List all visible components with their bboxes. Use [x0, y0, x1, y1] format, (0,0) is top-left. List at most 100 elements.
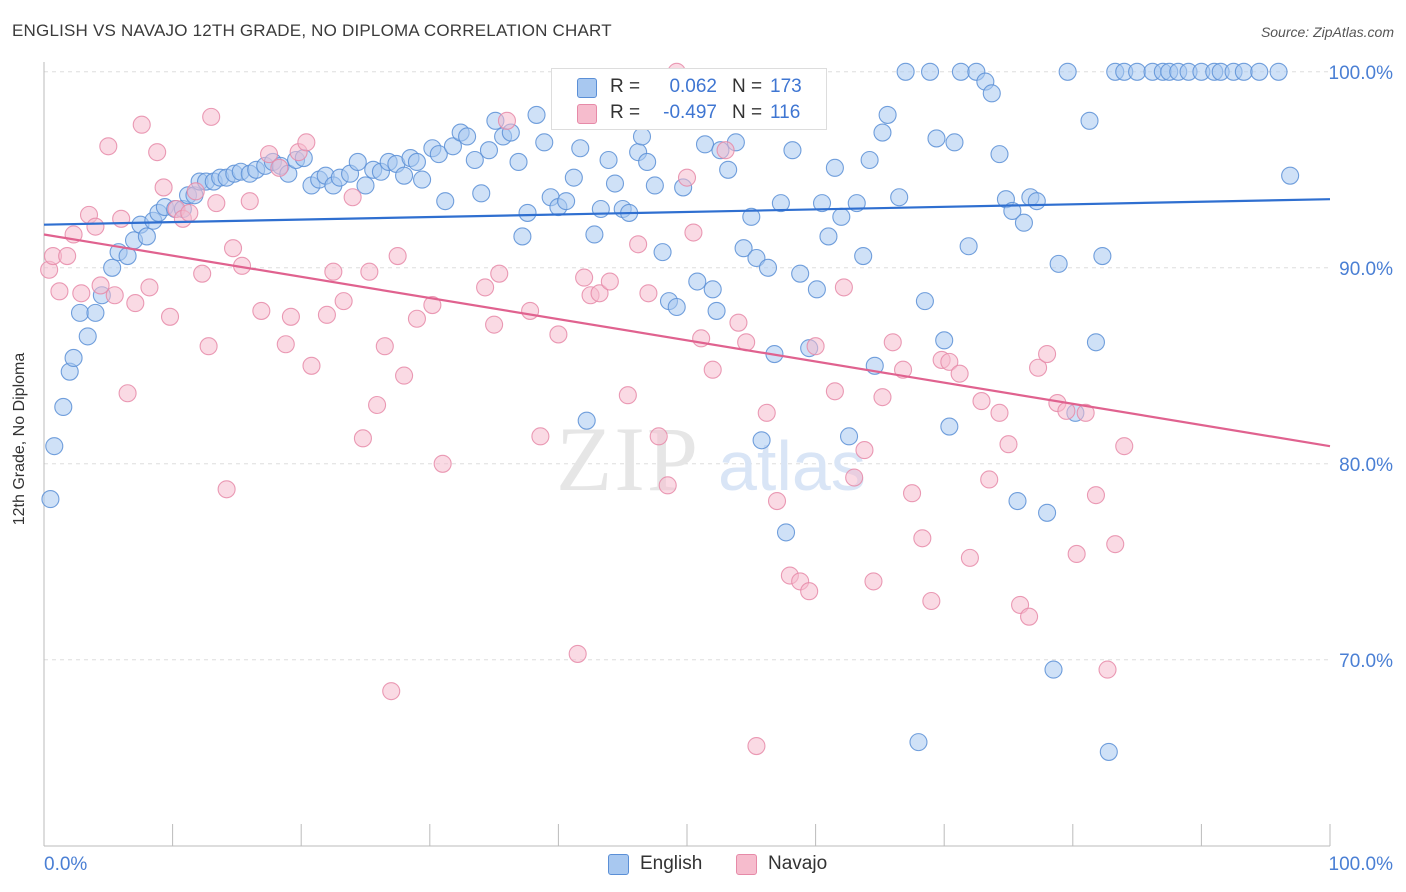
english-point: [1003, 201, 1022, 221]
navajo-point: [395, 366, 414, 385]
navajo-point: [1098, 660, 1117, 679]
navajo-point: [950, 364, 969, 383]
watermark-zip: ZIP: [556, 408, 700, 510]
english-point: [86, 303, 105, 322]
navajo-point: [902, 484, 922, 503]
english-point: [791, 264, 810, 283]
navajo-point: [940, 352, 959, 371]
english-point: [959, 237, 978, 256]
navajo-swatch: [577, 104, 597, 124]
english-point: [819, 227, 838, 246]
english-point: [1027, 192, 1046, 211]
english-point: [605, 174, 625, 193]
english-point: [535, 133, 554, 152]
english-point: [703, 280, 722, 299]
x-tick-label-max: 100.0%: [1329, 854, 1394, 875]
english-point: [909, 733, 928, 752]
navajo-point: [217, 480, 236, 499]
navajo-point: [86, 217, 105, 236]
english-point: [758, 258, 778, 277]
r-label: R =: [610, 102, 641, 123]
navajo-point: [375, 337, 394, 356]
english-point: [1269, 62, 1288, 81]
y-tick-label: 90.0%: [1339, 259, 1393, 280]
navajo-point: [1057, 401, 1076, 420]
english-point: [527, 105, 546, 124]
r-value: -0.497: [663, 102, 717, 123]
navajo-point: [317, 305, 336, 324]
english-point: [70, 303, 90, 322]
english-point: [1099, 742, 1118, 761]
english-point: [1014, 213, 1033, 232]
english-point: [982, 84, 1001, 103]
english-point: [734, 239, 753, 258]
y-tick-label: 80.0%: [1339, 455, 1393, 476]
english-point: [1008, 491, 1027, 511]
navajo-point: [259, 145, 279, 164]
navajo-point: [485, 315, 504, 334]
navajo-point: [800, 582, 819, 601]
navajo-point: [160, 307, 180, 326]
legend-label-navajo: Navajo: [768, 853, 828, 874]
navajo-point: [972, 392, 991, 411]
navajo-point: [658, 476, 677, 495]
english-point: [577, 411, 596, 430]
navajo-point: [240, 192, 259, 211]
navajo-point: [703, 360, 722, 379]
n-label: N =: [732, 76, 763, 97]
navajo-point: [590, 284, 609, 303]
navajo-point: [600, 272, 619, 291]
navajo-point: [834, 278, 853, 297]
navajo-point: [677, 168, 697, 187]
navajo-point: [302, 356, 321, 375]
navajo-point: [990, 403, 1009, 422]
english-point: [873, 123, 892, 142]
navajo-legend-swatch: [736, 854, 757, 875]
english-point: [771, 194, 790, 213]
navajo-point: [864, 572, 883, 591]
navajo-point: [1029, 358, 1048, 377]
navajo-point: [186, 182, 205, 201]
navajo-point: [99, 137, 118, 156]
navajo-point: [893, 360, 913, 379]
english-point: [645, 176, 664, 195]
english-point: [1058, 62, 1077, 81]
english-point: [783, 141, 802, 160]
english-point: [776, 523, 796, 542]
english-point: [940, 417, 959, 436]
navajo-point: [549, 325, 568, 344]
navajo-point: [568, 644, 587, 663]
english-point: [1128, 62, 1147, 81]
english-point: [990, 145, 1009, 164]
english-point: [103, 258, 122, 277]
navajo-point: [1067, 544, 1086, 564]
navajo-point: [433, 454, 452, 473]
navajo-point: [423, 295, 442, 315]
chart-title: ENGLISH VS NAVAJO 12TH GRADE, NO DIPLOMA…: [12, 21, 612, 40]
english-point: [638, 152, 657, 172]
navajo-point: [223, 239, 243, 258]
english-point: [695, 135, 715, 154]
navajo-point: [1115, 437, 1134, 456]
navajo-point: [960, 548, 979, 567]
english-point: [413, 170, 432, 189]
english-point: [921, 62, 940, 81]
navajo-point: [154, 178, 173, 197]
navajo-point: [140, 278, 159, 297]
navajo-point: [50, 282, 69, 301]
watermark: ZIP atlas: [556, 408, 866, 510]
navajo-point: [343, 188, 362, 207]
english-point: [564, 168, 583, 187]
english-point: [807, 280, 826, 299]
r-label: R =: [610, 76, 641, 97]
navajo-point: [476, 278, 495, 297]
english-point: [78, 327, 97, 346]
navajo-point: [531, 427, 550, 446]
navajo-point: [148, 143, 167, 162]
navajo-point: [126, 294, 145, 313]
y-tick-label: 100.0%: [1329, 63, 1394, 84]
navajo-point: [1106, 535, 1125, 554]
navajo-point: [757, 403, 776, 422]
grid-layer: [44, 71, 1330, 661]
